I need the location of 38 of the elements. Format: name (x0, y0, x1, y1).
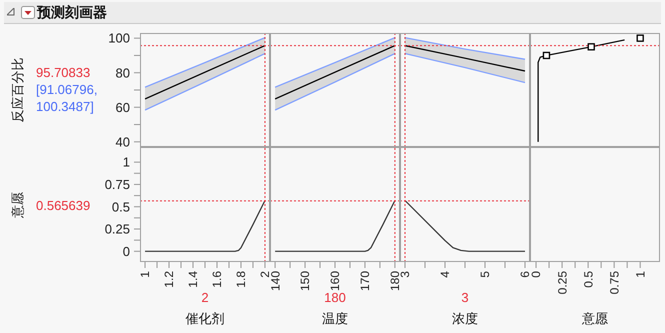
x-tick-label: 3 (398, 270, 412, 278)
y-axis-title: 反应百分比 (9, 58, 26, 122)
y-tick-label: 0.75 (104, 176, 130, 192)
x-tick-label: 150 (298, 270, 312, 292)
ref-line-label: 95.70833 (36, 64, 92, 81)
x-axis-title: 浓度 (451, 310, 479, 328)
line-series (144, 200, 266, 252)
y-tick-label: 0.5 (112, 199, 130, 214)
x-tick-label: 1.2 (162, 270, 176, 288)
x-tick-label: 160 (328, 270, 342, 292)
x-tick-label: 170 (358, 270, 372, 292)
x-axis-title: 温度 (321, 310, 349, 328)
y-tick-label: 40 (116, 134, 130, 150)
ref-line-label: 2 (200, 290, 210, 305)
y-tick-label: 60 (116, 100, 130, 115)
ref-line-label: 180 (323, 290, 347, 305)
x-tick-label: 4 (438, 270, 452, 278)
x-tick-label: 1.6 (210, 270, 224, 288)
ref-line-label: 0.565639 (36, 196, 90, 214)
x-tick-label: 1 (633, 270, 648, 278)
x-tick-label: 1.8 (234, 270, 248, 288)
x-tick-label: 1.4 (186, 270, 200, 288)
y-tick-label: 1 (122, 154, 130, 170)
y-tick-label: 0.25 (104, 222, 130, 237)
text: [91.06796, 100.3487] (36, 81, 98, 115)
x-tick-label: 0.5 (581, 270, 596, 288)
y-tick-label: 80 (116, 65, 130, 80)
y-tick-label: 100 (108, 30, 130, 46)
x-tick-label: 1 (138, 270, 152, 278)
chart-title: 预测刻画器 (37, 4, 107, 22)
ref-line-label: 3 (460, 290, 470, 305)
y-tick-label: 0 (122, 244, 130, 259)
x-axis-title: 意愿 (581, 310, 609, 328)
x-tick-label: 0.25 (555, 270, 570, 294)
x-axis-title: 催化剂 (184, 310, 226, 328)
x-tick-label: 0.75 (607, 270, 622, 294)
x-tick-label: 5 (478, 270, 492, 278)
y-axis-title: 意愿 (9, 192, 26, 218)
